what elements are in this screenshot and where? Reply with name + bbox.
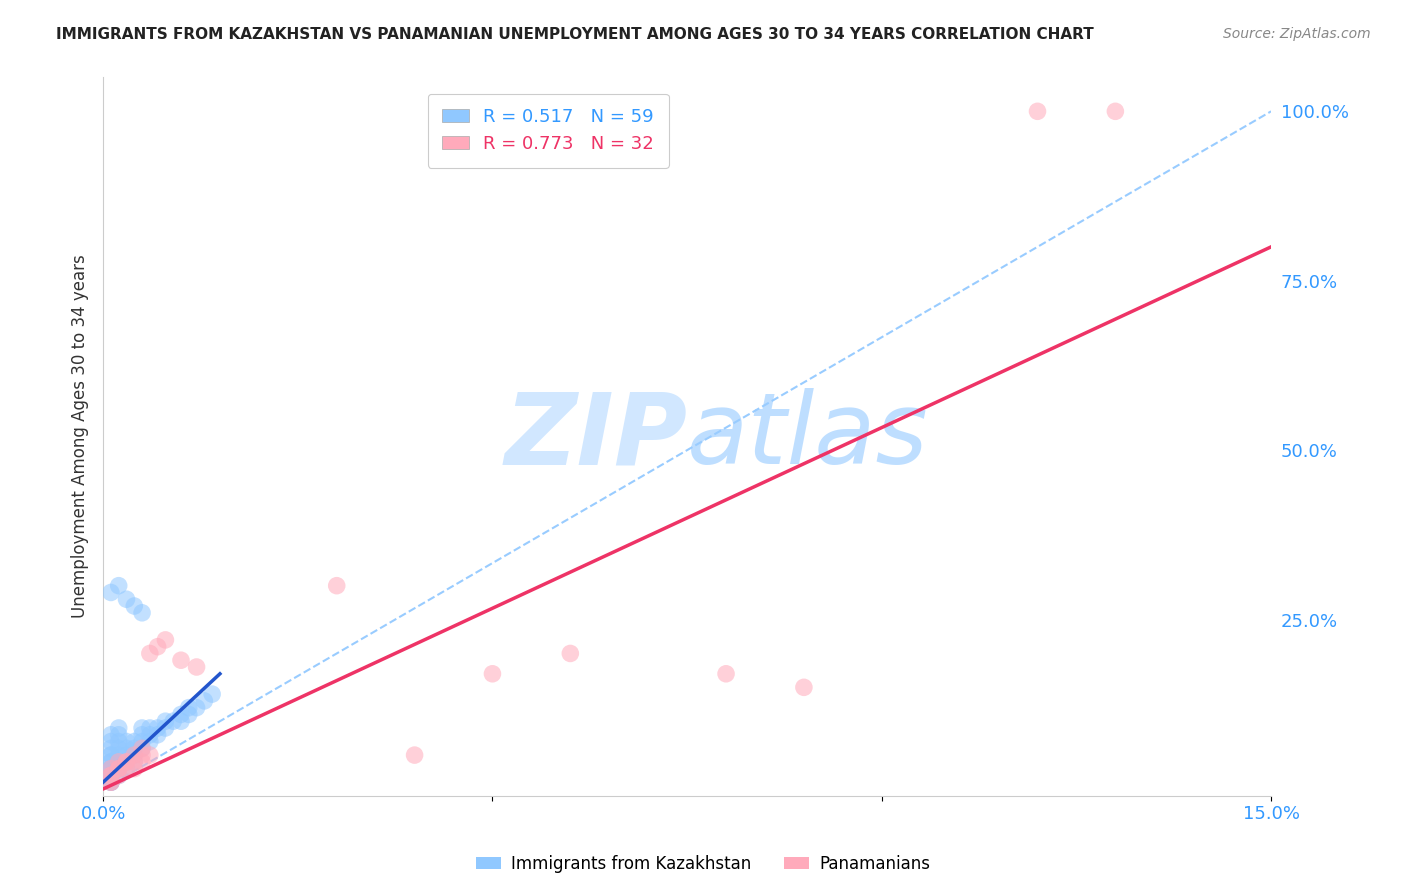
Point [131,741,153,756]
Point [162,714,184,729]
Point [100,768,122,782]
Point [201,687,224,701]
Point [115,592,138,607]
Point [100,775,122,789]
Text: ZIP: ZIP [505,388,688,485]
Point [100,762,122,776]
Point [107,762,129,776]
Point [170,653,193,667]
Point [146,721,169,735]
Point [1026,104,1049,119]
Point [481,666,503,681]
Point [115,741,138,756]
Point [146,728,169,742]
Point [107,768,129,782]
Point [560,647,582,661]
Point [107,728,129,742]
Point [124,748,146,763]
Point [107,721,129,735]
Point [100,762,122,776]
Point [131,755,153,769]
Point [155,632,177,647]
Point [107,755,129,769]
Point [107,734,129,748]
Point [100,762,122,776]
Point [131,721,153,735]
Point [325,579,347,593]
Y-axis label: Unemployment Among Ages 30 to 34 years: Unemployment Among Ages 30 to 34 years [72,255,89,618]
Point [155,721,177,735]
Point [714,666,737,681]
Point [124,755,146,769]
Legend: R = 0.517   N = 59, R = 0.773   N = 32: R = 0.517 N = 59, R = 0.773 N = 32 [427,94,669,168]
Legend: Immigrants from Kazakhstan, Panamanians: Immigrants from Kazakhstan, Panamanians [470,848,936,880]
Text: IMMIGRANTS FROM KAZAKHSTAN VS PANAMANIAN UNEMPLOYMENT AMONG AGES 30 TO 34 YEARS : IMMIGRANTS FROM KAZAKHSTAN VS PANAMANIAN… [56,27,1094,42]
Point [170,714,193,729]
Point [100,768,122,782]
Point [115,755,138,769]
Point [100,775,122,789]
Point [131,748,153,763]
Point [100,762,122,776]
Point [100,755,122,769]
Point [186,700,208,714]
Point [131,728,153,742]
Point [100,585,122,599]
Point [177,707,200,722]
Text: atlas: atlas [688,388,929,485]
Point [100,775,122,789]
Point [107,755,129,769]
Point [186,660,208,674]
Point [124,762,146,776]
Point [115,734,138,748]
Point [100,741,122,756]
Point [107,768,129,782]
Point [100,748,122,763]
Point [139,734,162,748]
Point [107,762,129,776]
Point [146,640,169,654]
Point [124,741,146,756]
Point [100,768,122,782]
Point [100,768,122,782]
Point [124,599,146,613]
Point [107,579,129,593]
Point [107,762,129,776]
Point [115,755,138,769]
Point [100,775,122,789]
Point [170,707,193,722]
Point [139,721,162,735]
Point [139,748,162,763]
Point [131,741,153,756]
Point [124,755,146,769]
Point [115,748,138,763]
Point [100,734,122,748]
Point [404,748,426,763]
Point [139,647,162,661]
Point [100,728,122,742]
Point [131,606,153,620]
Point [131,734,153,748]
Point [100,768,122,782]
Point [100,768,122,782]
Point [107,748,129,763]
Point [107,762,129,776]
Point [100,755,122,769]
Point [124,748,146,763]
Point [115,762,138,776]
Point [155,714,177,729]
Point [107,741,129,756]
Point [793,681,815,695]
Point [1104,104,1126,119]
Point [115,755,138,769]
Point [100,775,122,789]
Text: Source: ZipAtlas.com: Source: ZipAtlas.com [1223,27,1371,41]
Point [100,748,122,763]
Point [124,734,146,748]
Point [115,762,138,776]
Point [139,728,162,742]
Point [177,700,200,714]
Point [193,694,215,708]
